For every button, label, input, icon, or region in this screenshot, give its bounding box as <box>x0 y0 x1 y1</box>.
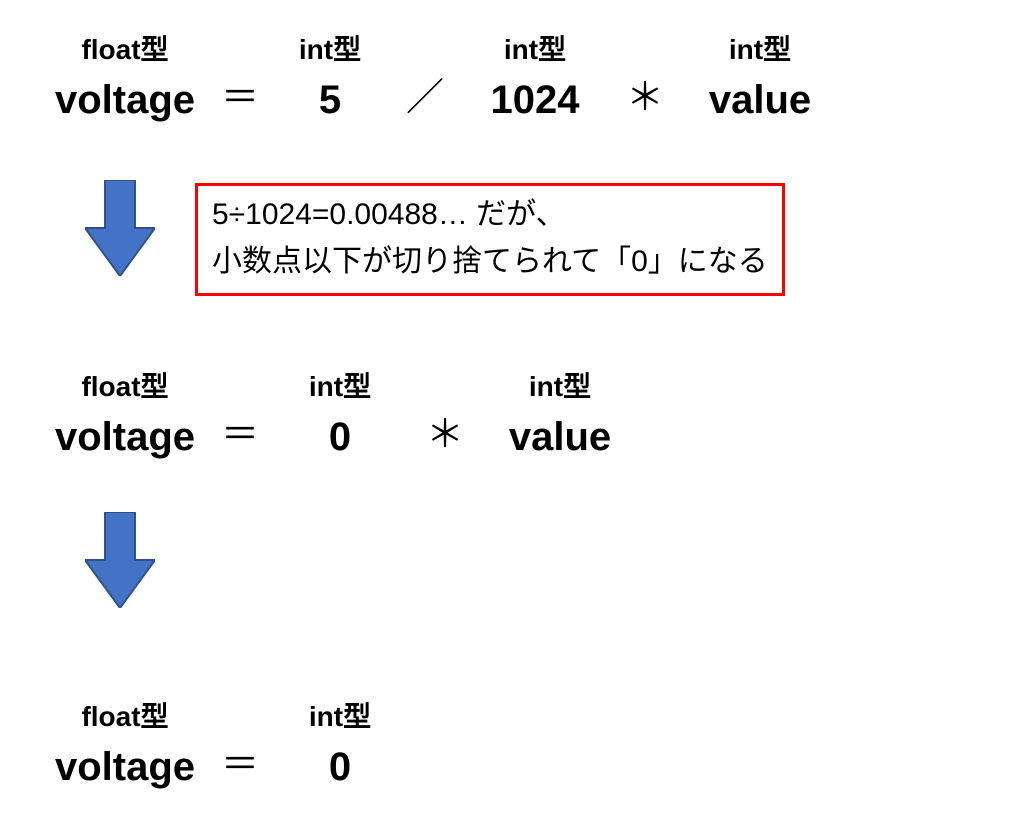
col-value: int型 value <box>680 28 840 123</box>
op-equals: ＝ <box>221 733 259 788</box>
col-1024: int型 1024 <box>460 28 610 123</box>
col-eq: ＝ <box>210 66 270 123</box>
expression-row-3: float型 voltage ＝ int型 0 <box>40 695 410 790</box>
col-slash: ／ <box>390 66 460 123</box>
op-equals: ＝ <box>221 403 259 458</box>
col-zero: int型 0 <box>270 695 410 790</box>
callout-box: 5÷1024=0.00488… だが、 小数点以下が切り捨てられて「0」になる <box>195 183 785 296</box>
down-arrow-1 <box>85 180 155 281</box>
col-star: ＊ <box>410 403 480 460</box>
type-label-int: int型 <box>309 695 371 735</box>
type-label-int: int型 <box>529 365 591 405</box>
col-voltage: float型 voltage <box>40 365 210 460</box>
type-label-float: float型 <box>81 28 168 68</box>
callout-line2: 小数点以下が切り捨てられて「0」になる <box>212 239 768 286</box>
type-label-int: int型 <box>299 28 361 68</box>
token-value: value <box>709 78 811 123</box>
op-slash: ／ <box>406 66 444 121</box>
col-voltage: float型 voltage <box>40 695 210 790</box>
type-label-float: float型 <box>81 695 168 735</box>
type-label-int: int型 <box>729 28 791 68</box>
expression-row-2: float型 voltage ＝ int型 0 ＊ int型 value <box>40 365 640 460</box>
col-value: int型 value <box>480 365 640 460</box>
expression-row-1: float型 voltage ＝ int型 5 ／ int型 1024 ＊ in… <box>40 28 840 123</box>
op-equals: ＝ <box>221 66 259 121</box>
op-star: ＊ <box>626 66 664 121</box>
col-zero: int型 0 <box>270 365 410 460</box>
token-value: value <box>509 415 611 460</box>
col-voltage: float型 voltage <box>40 28 210 123</box>
type-label-float: float型 <box>81 365 168 405</box>
type-label-int: int型 <box>504 28 566 68</box>
down-arrow-2 <box>85 512 155 613</box>
type-label-int: int型 <box>309 365 371 405</box>
op-star: ＊ <box>426 403 464 458</box>
token-voltage: voltage <box>55 745 195 790</box>
token-1024: 1024 <box>491 78 580 123</box>
callout-line1: 5÷1024=0.00488… だが、 <box>212 192 768 239</box>
col-star: ＊ <box>610 66 680 123</box>
token-0: 0 <box>329 415 351 460</box>
token-voltage: voltage <box>55 415 195 460</box>
token-5: 5 <box>319 78 341 123</box>
token-voltage: voltage <box>55 78 195 123</box>
token-0: 0 <box>329 745 351 790</box>
col-five: int型 5 <box>270 28 390 123</box>
col-eq: ＝ <box>210 403 270 460</box>
col-eq: ＝ <box>210 733 270 790</box>
